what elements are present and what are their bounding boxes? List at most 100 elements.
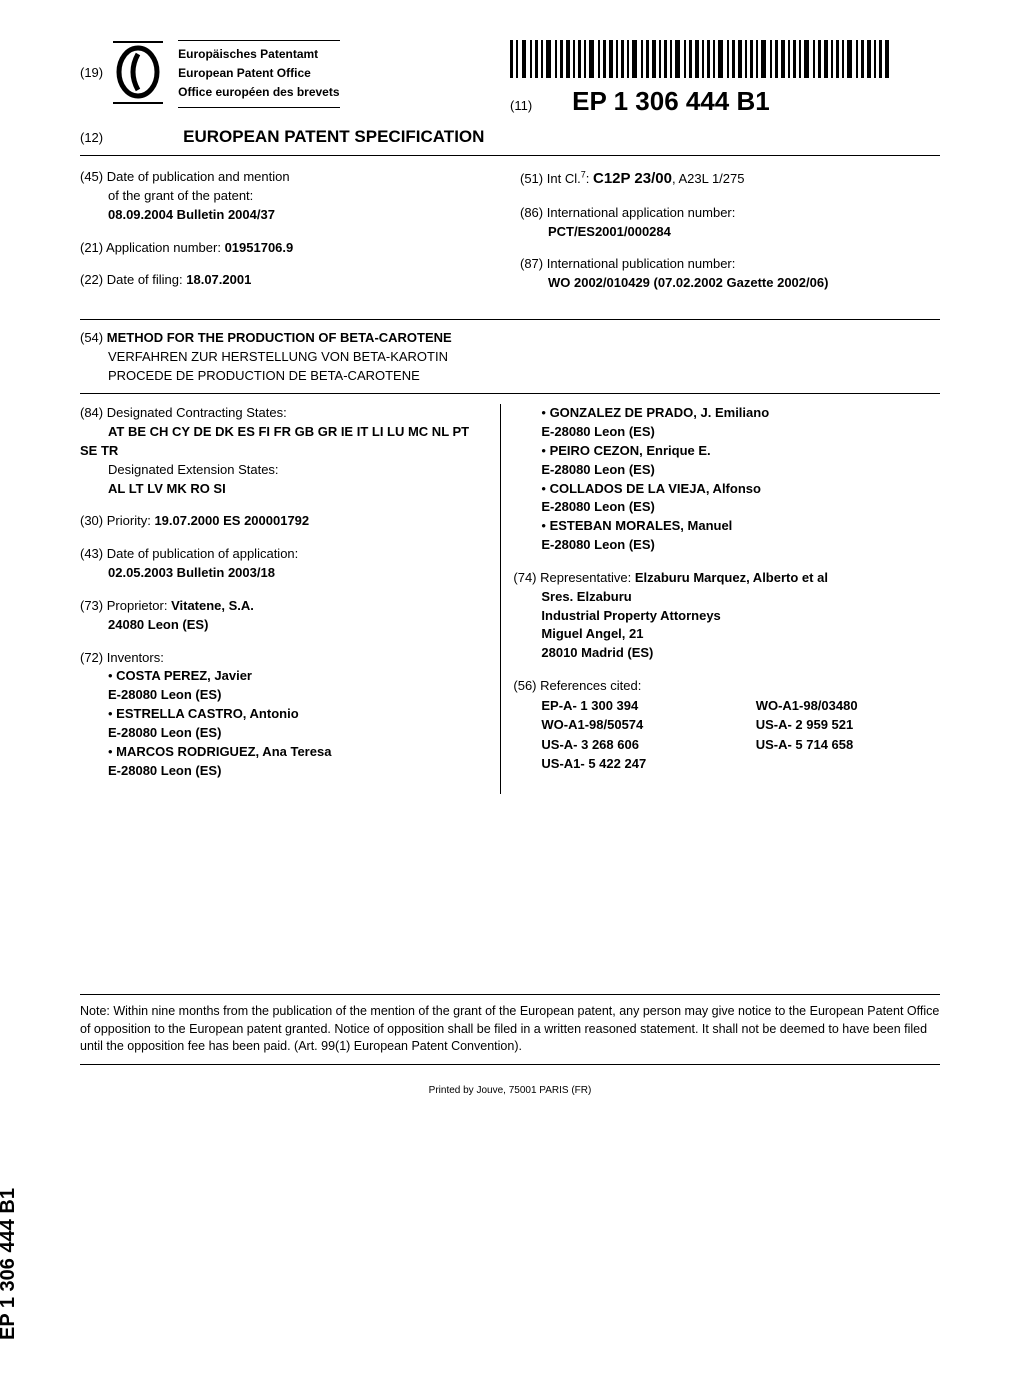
item-74-line1: Sres. Elzaburu xyxy=(541,589,631,604)
item-51: (51) Int Cl.7: C12P 23/00, A23L 1/275 xyxy=(520,168,940,190)
inventor-name: GONZALEZ DE PRADO, J. Emiliano xyxy=(550,405,770,420)
inventor: COLLADOS DE LA VIEJA, Alfonso E-28080 Leo… xyxy=(541,480,940,518)
code-30: (30) xyxy=(80,513,103,528)
item-73-bold2: 24080 Leon (ES) xyxy=(108,617,208,632)
title-fr: PROCEDE DE PRODUCTION DE BETA-CAROTENE xyxy=(108,368,940,383)
spine-number: EP 1 306 444 B1 xyxy=(0,1188,20,1340)
publication-number: EP 1 306 444 B1 xyxy=(572,86,770,117)
inventor-name: COSTA PEREZ, Javier xyxy=(116,668,252,683)
ref: US-A- 3 268 606 xyxy=(541,735,725,755)
ref: WO-A1-98/03480 xyxy=(756,696,940,716)
inventor-addr: E-28080 Leon (ES) xyxy=(541,499,654,514)
inventor-name: ESTRELLA CASTRO, Antonio xyxy=(116,706,298,721)
item-21: (21) Application number: 01951706.9 xyxy=(80,239,500,258)
refs-table: EP-A- 1 300 394 WO-A1-98/03480 WO-A1-98/… xyxy=(541,696,940,774)
code-86: (86) xyxy=(520,205,543,220)
code-19: (19) xyxy=(80,65,103,80)
code-87: (87) xyxy=(520,256,543,271)
item-30-text: Priority: xyxy=(107,513,151,528)
inventor: ESTEBAN MORALES, Manuel E-28080 Leon (ES) xyxy=(541,517,940,555)
item-87-text: International publication number: xyxy=(547,256,736,271)
item-73: (73) Proprietor: Vitatene, S.A. 24080 Le… xyxy=(80,597,488,635)
item-84-text1: Designated Contracting States: xyxy=(107,405,287,420)
code-11: (11) xyxy=(510,98,532,113)
inventors-list-right: GONZALEZ DE PRADO, J. Emiliano E-28080 Le… xyxy=(541,404,940,555)
main-right: GONZALEZ DE PRADO, J. Emiliano E-28080 Le… xyxy=(501,404,940,794)
biblio-grid-top: (45) Date of publication and mention of … xyxy=(80,168,940,307)
code-12: (12) xyxy=(80,130,103,145)
printer-footer: Printed by Jouve, 75001 PARIS (FR) xyxy=(80,1085,940,1096)
code-54: (54) xyxy=(80,330,103,345)
code-74: (74) xyxy=(513,570,536,585)
code-21: (21) xyxy=(80,240,103,255)
item-22-bold: 18.07.2001 xyxy=(186,272,251,287)
item-84-bold2: AL LT LV MK RO SI xyxy=(108,481,226,496)
item-43: (43) Date of publication of application:… xyxy=(80,545,488,583)
item-86-bold: PCT/ES2001/000284 xyxy=(548,224,671,239)
item-56-text: References cited: xyxy=(540,678,641,693)
inventor-addr: E-28080 Leon (ES) xyxy=(541,462,654,477)
inventor-name: ESTEBAN MORALES, Manuel xyxy=(550,518,733,533)
doc-title: EUROPEAN PATENT SPECIFICATION xyxy=(183,127,484,147)
item-74-text: Representative: xyxy=(540,570,631,585)
ref: US-A- 5 714 658 xyxy=(756,735,940,755)
item-72: (72) Inventors: COSTA PEREZ, JavierE-280… xyxy=(80,649,488,781)
item-74-line0: Elzaburu Marquez, Alberto et al xyxy=(635,570,828,585)
ref: WO-A1-98/50574 xyxy=(541,715,725,735)
item-30: (30) Priority: 19.07.2000 ES 200001792 xyxy=(80,512,488,531)
item-72-text: Inventors: xyxy=(107,650,164,665)
item-45-text2: of the grant of the patent: xyxy=(108,188,253,203)
inventor-addr: E-28080 Leon (ES) xyxy=(541,424,654,439)
code-73: (73) xyxy=(80,598,103,613)
inventors-cont: GONZALEZ DE PRADO, J. Emiliano E-28080 Le… xyxy=(513,404,940,555)
ref xyxy=(756,754,940,774)
item-87-bold: WO 2002/010429 (07.02.2002 Gazette 2002/… xyxy=(548,275,828,290)
item-43-text: Date of publication of application: xyxy=(107,546,299,561)
opposition-note: Note: Within nine months from the public… xyxy=(80,994,940,1065)
item-74-line4: 28010 Madrid (ES) xyxy=(541,645,653,660)
inventor: GONZALEZ DE PRADO, J. Emiliano E-28080 Le… xyxy=(541,404,940,442)
title-section: (54) METHOD FOR THE PRODUCTION OF BETA-C… xyxy=(80,330,940,383)
code-84: (84) xyxy=(80,405,103,420)
barcode-icon xyxy=(510,40,940,78)
item-45-text1: Date of publication and mention xyxy=(107,169,290,184)
divider xyxy=(80,155,940,156)
inventor: ESTRELLA CASTRO, AntonioE-28080 Leon (ES… xyxy=(108,705,488,743)
code-45: (45) xyxy=(80,169,103,184)
biblio-left: (45) Date of publication and mention of … xyxy=(80,168,500,307)
header: (19) Europäisches Patentamt European Pat… xyxy=(80,40,940,117)
ref: US-A1- 5 422 247 xyxy=(541,754,725,774)
item-86: (86) International application number: P… xyxy=(520,204,940,242)
item-51-text: Int Cl. xyxy=(547,171,581,186)
inventor-name: MARCOS RODRIGUEZ, Ana Teresa xyxy=(116,744,331,759)
item-45: (45) Date of publication and mention of … xyxy=(80,168,500,225)
inventor: MARCOS RODRIGUEZ, Ana Teresa E-28080 Leon… xyxy=(108,743,488,781)
inventors-list-left: COSTA PEREZ, Javier E-28080 Leon (ES) EST… xyxy=(108,667,488,780)
item-87: (87) International publication number: W… xyxy=(520,255,940,293)
inventor-name: PEIRO CEZON, Enrique E. xyxy=(550,443,711,458)
title-row-en: (54) METHOD FOR THE PRODUCTION OF BETA-C… xyxy=(80,330,940,345)
office-names: Europäisches Patentamt European Patent O… xyxy=(178,40,339,108)
item-45-bold: 08.09.2004 Bulletin 2004/37 xyxy=(108,207,275,222)
header-left: (19) Europäisches Patentamt European Pat… xyxy=(80,40,510,108)
inventor-name: COLLADOS DE LA VIEJA, Alfonso xyxy=(550,481,761,496)
inventor-addr: E-28080 Leon (ES) xyxy=(108,763,221,778)
office-en: European Patent Office xyxy=(178,64,339,83)
ref: US-A- 2 959 521 xyxy=(756,715,940,735)
item-43-bold: 02.05.2003 Bulletin 2003/18 xyxy=(108,565,275,580)
header-right: (11) EP 1 306 444 B1 xyxy=(510,40,940,117)
item-84-text2: Designated Extension States: xyxy=(108,462,279,477)
inventor-addr: E-28080 Leon (ES) xyxy=(541,537,654,552)
divider xyxy=(80,393,940,394)
office-de: Europäisches Patentamt xyxy=(178,45,339,64)
item-86-text: International application number: xyxy=(547,205,736,220)
code-56: (56) xyxy=(513,678,536,693)
item-51-colon: : xyxy=(586,171,590,186)
divider xyxy=(80,319,940,320)
item-74: (74) Representative: Elzaburu Marquez, A… xyxy=(513,569,940,663)
item-56: (56) References cited: EP-A- 1 300 394 W… xyxy=(513,677,940,774)
ref: EP-A- 1 300 394 xyxy=(541,696,725,716)
code-43: (43) xyxy=(80,546,103,561)
inventor: PEIRO CEZON, Enrique E. E-28080 Leon (ES) xyxy=(541,442,940,480)
title-en: METHOD FOR THE PRODUCTION OF BETA-CAROTE… xyxy=(107,330,452,345)
